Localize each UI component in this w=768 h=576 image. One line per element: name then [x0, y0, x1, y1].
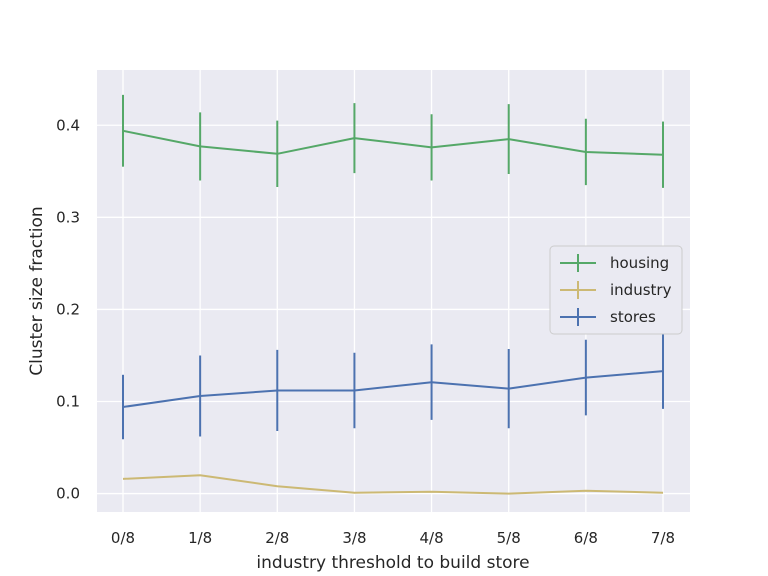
y-tick-label: 0.0	[56, 485, 80, 503]
series-line	[122, 129, 664, 156]
x-tick-label: 1/8	[188, 529, 212, 547]
y-axis-label: Cluster size fraction	[27, 206, 47, 375]
series-layer	[122, 94, 664, 495]
series-stores	[122, 333, 664, 440]
y-tick-labels: 0.0 0.1 0.2 0.3 0.4	[56, 116, 80, 502]
legend: housing industry stores	[549, 245, 683, 335]
series-line	[122, 474, 664, 495]
series-housing	[122, 94, 664, 188]
legend-label: housing	[610, 254, 669, 272]
x-tick-labels: 0/8 1/8 2/8 3/8 4/8 5/8 6/8 7/8	[111, 529, 675, 547]
x-tick-label: 3/8	[342, 529, 366, 547]
series-industry	[122, 474, 664, 495]
x-tick-label: 4/8	[420, 529, 444, 547]
legend-label: stores	[610, 308, 656, 326]
x-tick-label: 7/8	[651, 529, 675, 547]
y-tick-label: 0.4	[56, 116, 80, 134]
x-tick-label: 2/8	[265, 529, 289, 547]
y-tick-label: 0.1	[56, 393, 80, 411]
x-tick-label: 0/8	[111, 529, 135, 547]
x-tick-label: 6/8	[574, 529, 598, 547]
series-line	[122, 370, 664, 408]
x-axis-label: industry threshold to build store	[256, 553, 529, 573]
y-tick-label: 0.3	[56, 208, 80, 226]
legend-label: industry	[610, 281, 672, 299]
x-tick-label: 5/8	[497, 529, 521, 547]
legend-item: stores	[560, 308, 656, 326]
legend-item: industry	[560, 281, 672, 299]
y-tick-label: 0.2	[56, 300, 80, 318]
legend-frame	[549, 245, 683, 335]
legend-item: housing	[560, 254, 669, 272]
